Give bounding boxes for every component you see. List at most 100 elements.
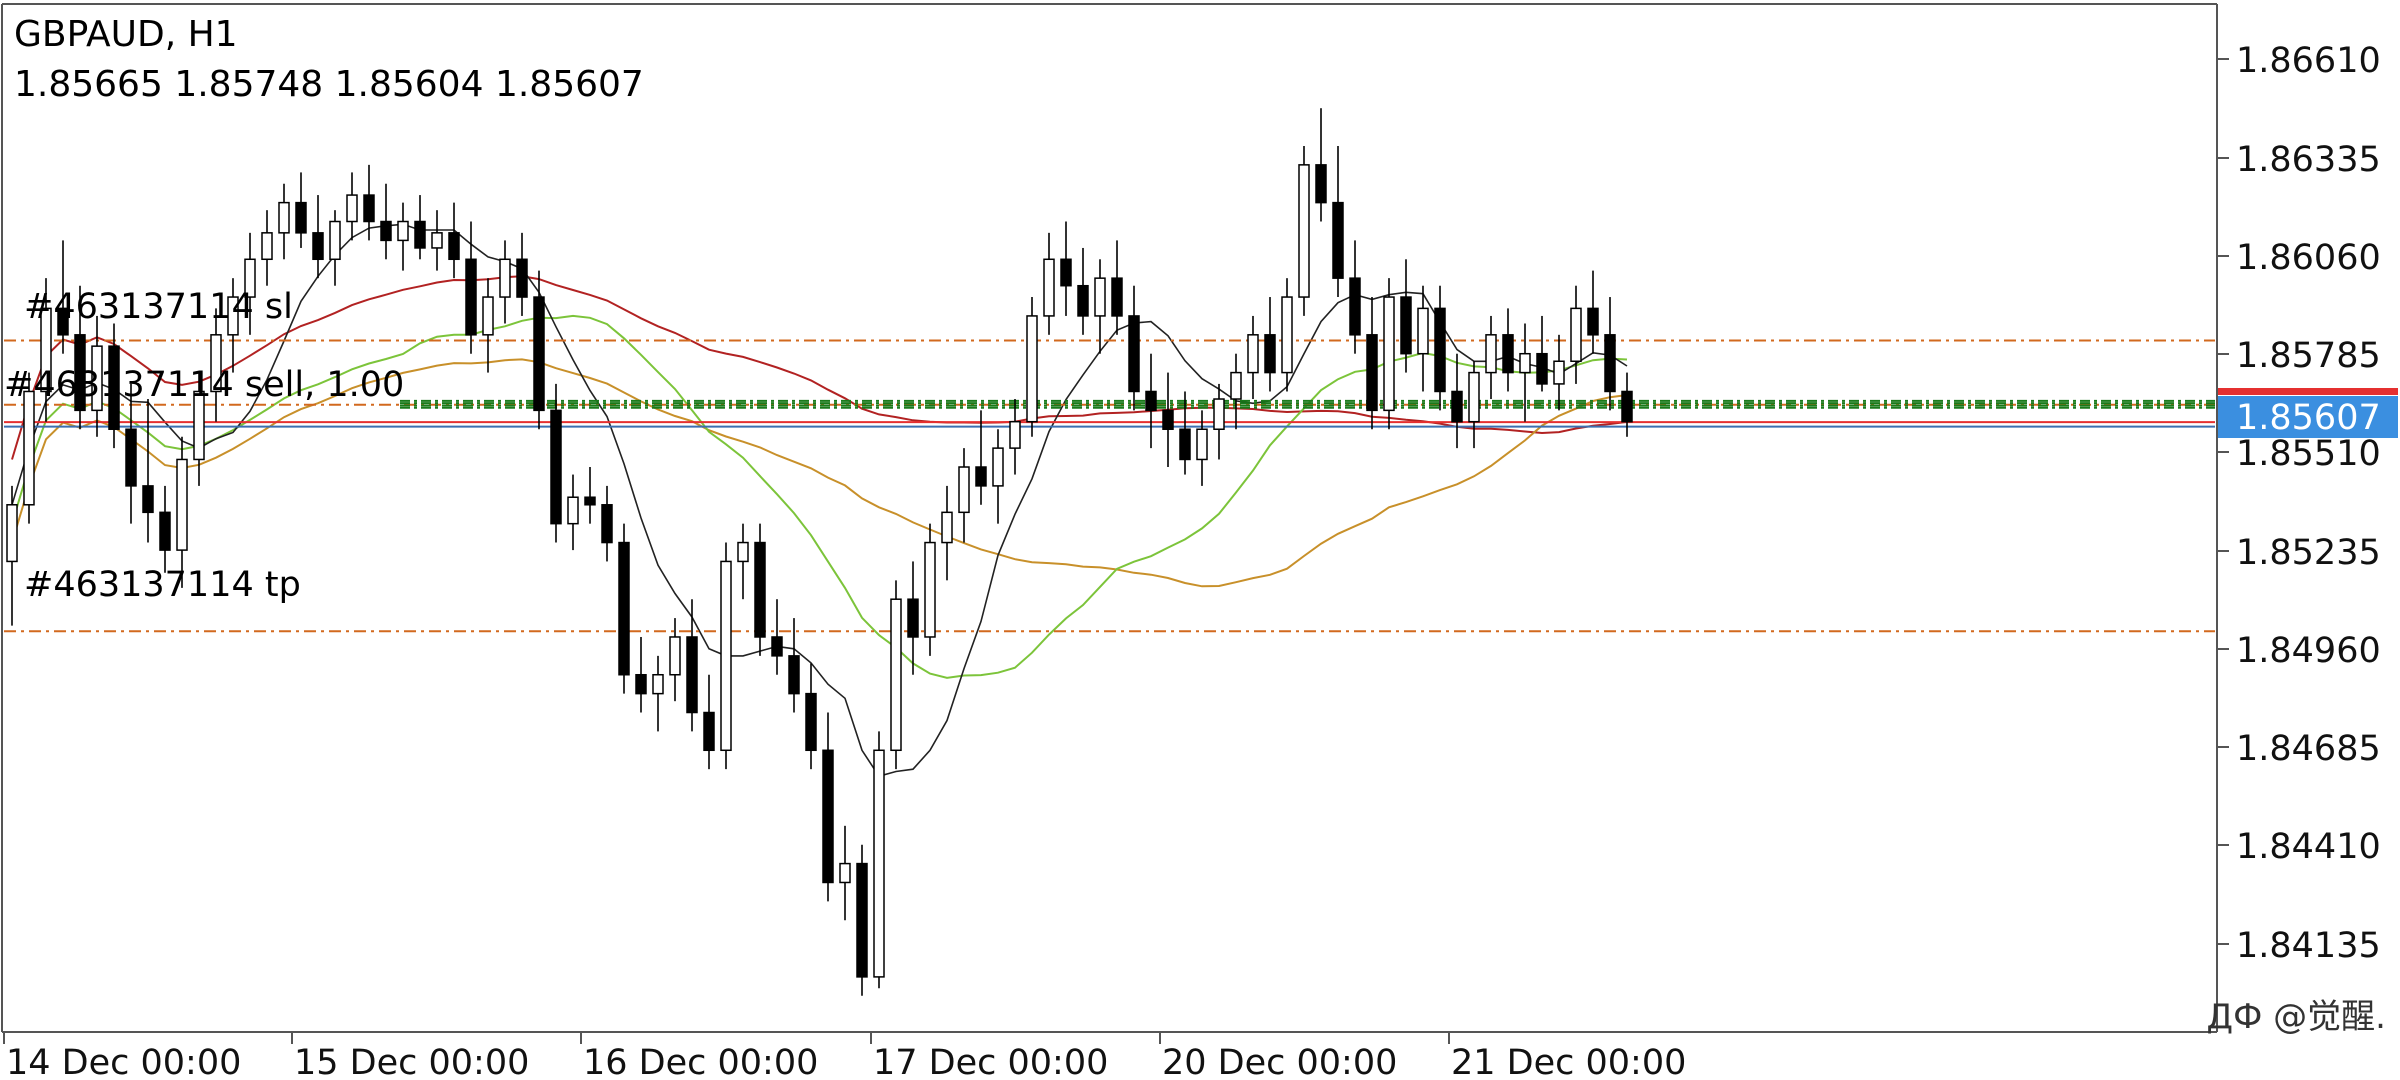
time-axis[interactable]: 14 Dec 00:00 15 Dec 00:00 16 Dec 00:00 1… bbox=[3, 1032, 1686, 1080]
candle bbox=[1247, 315, 1259, 400]
candle-body-bear bbox=[1434, 307, 1446, 393]
candle bbox=[1621, 372, 1633, 437]
candle bbox=[1553, 334, 1565, 411]
candle-body-bull bbox=[992, 447, 1004, 487]
candle bbox=[618, 523, 630, 694]
candle-body-bear bbox=[635, 673, 647, 695]
candle-body-bear bbox=[975, 466, 987, 487]
candle bbox=[91, 315, 103, 437]
candle-body-bull bbox=[1298, 164, 1310, 298]
candle bbox=[1502, 308, 1514, 392]
candle bbox=[57, 240, 69, 354]
candle bbox=[720, 542, 732, 770]
candle-body-bear bbox=[771, 636, 783, 657]
candle bbox=[737, 523, 749, 600]
candle-body-bear bbox=[822, 749, 834, 884]
candle bbox=[227, 278, 239, 373]
price-axis[interactable]: 1.86610 1.86335 1.86060 1.85785 1.85510 … bbox=[2217, 41, 2398, 966]
candle-body-bull bbox=[720, 560, 732, 752]
candle bbox=[1298, 145, 1310, 316]
candle-body-bear bbox=[856, 862, 868, 978]
trade-levels bbox=[4, 339, 2215, 633]
candle bbox=[74, 285, 86, 430]
candle bbox=[1213, 383, 1225, 460]
candle-body-bear bbox=[1162, 409, 1174, 430]
candle-body-bull bbox=[176, 458, 188, 551]
candle-body-bull bbox=[958, 466, 970, 514]
candle bbox=[1077, 247, 1089, 335]
candle bbox=[1383, 278, 1395, 430]
candle-body-bear bbox=[1128, 315, 1140, 393]
candle bbox=[1417, 285, 1429, 392]
candle bbox=[363, 164, 375, 241]
candle-body-bear bbox=[1604, 334, 1616, 393]
candle-body-bull bbox=[1468, 371, 1480, 423]
candle bbox=[1009, 399, 1021, 475]
candle bbox=[1485, 315, 1497, 400]
candle bbox=[669, 618, 681, 702]
price-tick-label: 1.84410 bbox=[2236, 827, 2381, 867]
candle bbox=[1604, 297, 1616, 411]
time-tick-label: 21 Dec 00:00 bbox=[1451, 1043, 1686, 1080]
candle-body-bull bbox=[193, 390, 205, 461]
candle bbox=[312, 195, 324, 279]
candle bbox=[125, 383, 137, 524]
candle bbox=[193, 372, 205, 486]
candle-body-bull bbox=[1281, 296, 1293, 374]
candle bbox=[448, 202, 460, 279]
candle bbox=[686, 599, 698, 732]
candle bbox=[1043, 232, 1055, 335]
candle-body-bear bbox=[788, 655, 800, 695]
candle-body-bear bbox=[1366, 334, 1378, 412]
candle-body-bear bbox=[1077, 284, 1089, 317]
candle-body-bear bbox=[1264, 334, 1276, 374]
candle bbox=[499, 240, 511, 324]
candle-body-bear bbox=[1111, 277, 1123, 317]
current-price-badge bbox=[2218, 396, 2398, 438]
candle-body-bull bbox=[397, 220, 409, 242]
candle-body-bull bbox=[1094, 277, 1106, 317]
candle-body-bear bbox=[618, 541, 630, 676]
candle-body-bull bbox=[567, 496, 579, 525]
candle-body-bear bbox=[1060, 258, 1072, 287]
candle bbox=[108, 323, 120, 449]
candle-body-bear bbox=[448, 232, 460, 261]
candles bbox=[6, 108, 1633, 996]
watermark: ДФ @觉醒. bbox=[2206, 997, 2386, 1037]
candle-body-bull bbox=[652, 673, 664, 695]
candle-body-bull bbox=[210, 334, 222, 393]
candle-body-bull bbox=[91, 345, 103, 412]
candle-body-bull bbox=[737, 541, 749, 563]
candle-body-bear bbox=[159, 511, 171, 551]
candle bbox=[278, 183, 290, 260]
candle bbox=[856, 844, 868, 996]
ohlc-values: 1.85665 1.85748 1.85604 1.85607 bbox=[14, 64, 644, 105]
candle bbox=[465, 221, 477, 354]
candle-body-bull bbox=[329, 220, 341, 261]
candle-body-bear bbox=[1587, 307, 1599, 336]
candle bbox=[397, 202, 409, 271]
candle bbox=[652, 655, 664, 732]
price-tick-label: 1.85785 bbox=[2236, 336, 2381, 376]
candle bbox=[771, 599, 783, 675]
candle-body-bull bbox=[261, 232, 273, 261]
candle bbox=[431, 210, 443, 271]
candle bbox=[414, 195, 426, 260]
candle bbox=[1179, 391, 1191, 475]
candle bbox=[567, 474, 579, 551]
ma-fast-line bbox=[11, 314, 1628, 679]
price-tick-label: 1.84960 bbox=[2236, 631, 2381, 671]
candle bbox=[329, 210, 341, 286]
candle-body-bull bbox=[890, 598, 902, 752]
candle bbox=[210, 308, 222, 422]
candle bbox=[1281, 278, 1293, 392]
candle bbox=[1519, 323, 1531, 422]
ma-medium-line bbox=[11, 358, 1628, 588]
candle bbox=[533, 270, 545, 430]
candle-body-bull bbox=[1519, 352, 1531, 374]
candle-body-bear bbox=[465, 258, 477, 336]
candle-body-bull bbox=[1043, 258, 1055, 317]
candle bbox=[40, 278, 52, 422]
